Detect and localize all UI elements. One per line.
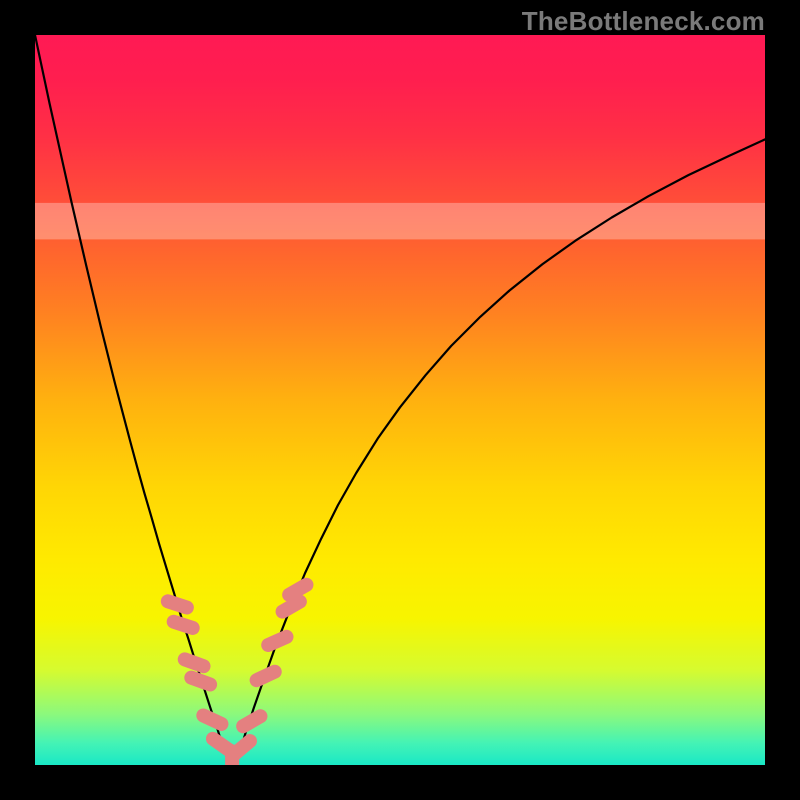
watermark-text: TheBottleneck.com bbox=[522, 6, 765, 37]
chart-frame: TheBottleneck.com bbox=[0, 0, 800, 800]
chart-background bbox=[35, 35, 765, 765]
chart-highlight-band bbox=[35, 203, 765, 240]
chart-plot-area bbox=[35, 35, 765, 765]
chart-svg bbox=[35, 35, 765, 765]
